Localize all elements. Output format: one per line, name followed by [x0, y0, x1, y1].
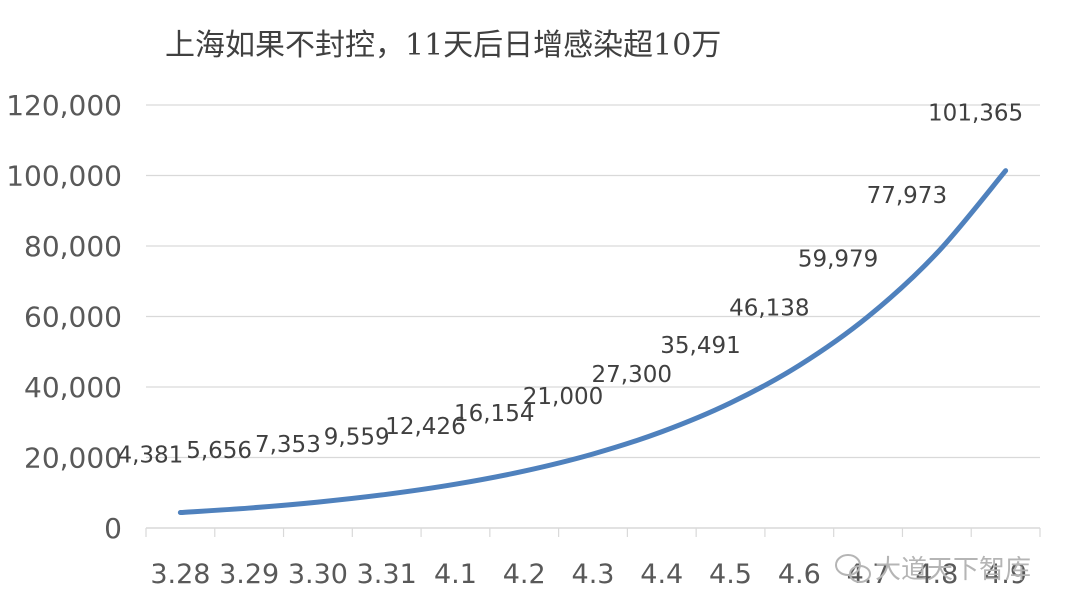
data-label: 35,491: [660, 333, 740, 359]
series-line: [177, 168, 1009, 516]
x-tick-label: 4.2: [503, 559, 546, 590]
x-tick-label: 4.9: [984, 559, 1027, 590]
data-label: 77,973: [867, 183, 947, 209]
watermark: 大道天下智库: [835, 554, 1031, 585]
series-layer: [177, 168, 1009, 516]
data-label: 101,365: [928, 101, 1023, 127]
chart-title: 上海如果不封控，11天后日增感染超10万: [165, 28, 721, 63]
y-tick-label: 60,000: [24, 301, 122, 334]
x-tick-label: 4.8: [915, 559, 958, 590]
x-tick-label: 3.28: [150, 559, 210, 590]
x-tick-label: 4.5: [709, 559, 752, 590]
data-label: 16,154: [454, 401, 534, 427]
x-axis-tick-labels: 3.28 3.29 3.30 3.31 4.1 4.2 4.3 4.4 4.5 4.6 4.7 4.8…: [150, 559, 1027, 590]
y-tick-label: 100,000: [6, 160, 122, 193]
data-label: 21,000: [523, 384, 603, 410]
x-tick-label: 3.30: [288, 559, 348, 590]
y-tick-label: 0: [104, 512, 122, 545]
data-label: 46,138: [729, 295, 809, 321]
x-tick-label: 4.4: [640, 559, 683, 590]
data-labels: 4,381 5,656 7,353 9,55912,42616,15421,00027…: [117, 101, 1023, 469]
y-tick-label: 40,000: [24, 371, 122, 404]
y-tick-label: 20,000: [24, 442, 122, 475]
y-tick-label: 120,000: [6, 89, 122, 122]
x-tick-label: 4.1: [434, 559, 477, 590]
x-tick-label: 4.3: [572, 559, 615, 590]
x-tick-label: 3.31: [357, 559, 417, 590]
wechat-icon: [835, 554, 871, 583]
data-label: 59,979: [798, 247, 878, 273]
x-tick-label: 4.6: [778, 559, 821, 590]
watermark-text: 大道天下智库: [875, 555, 1031, 585]
x-tick-label: 3.29: [219, 559, 279, 590]
data-label: 4,381: [117, 443, 183, 469]
data-label: 9,559: [324, 424, 390, 450]
data-label: 7,353: [255, 432, 321, 458]
gridlines: [145, 104, 1041, 537]
y-axis-tick-labels: 0 20,000 40,000 60,000 80,000 100,000 120,000: [6, 89, 122, 545]
data-label: 5,656: [186, 438, 252, 464]
data-label: 12,426: [385, 414, 465, 440]
y-tick-label: 80,000: [24, 230, 122, 263]
data-label: 27,300: [592, 362, 672, 388]
